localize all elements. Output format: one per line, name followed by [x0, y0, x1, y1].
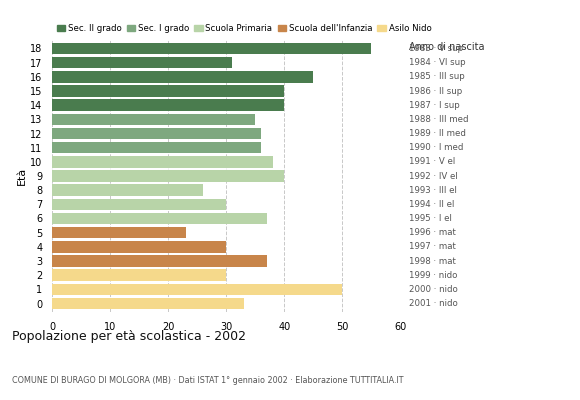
Bar: [52, 284, 342, 295]
Bar: [52, 57, 232, 68]
Text: 2001 · nido: 2001 · nido: [409, 299, 458, 308]
Bar: [52, 99, 284, 111]
Y-axis label: Età: Età: [17, 167, 27, 185]
Bar: [52, 269, 226, 281]
Text: 1997 · mat: 1997 · mat: [409, 242, 456, 251]
Bar: [52, 255, 267, 267]
Bar: [52, 170, 284, 182]
Bar: [52, 184, 203, 196]
Bar: [52, 142, 261, 154]
Text: 1991 · V el: 1991 · V el: [409, 157, 455, 166]
Text: 1998 · mat: 1998 · mat: [409, 256, 456, 266]
Bar: [52, 241, 226, 253]
Text: 1990 · I med: 1990 · I med: [409, 143, 463, 152]
Text: 1999 · nido: 1999 · nido: [409, 271, 457, 280]
Bar: [52, 128, 261, 139]
Text: 1984 · VI sup: 1984 · VI sup: [409, 58, 466, 67]
Bar: [52, 156, 273, 168]
Text: COMUNE DI BURAGO DI MOLGORA (MB) · Dati ISTAT 1° gennaio 2002 · Elaborazione TUT: COMUNE DI BURAGO DI MOLGORA (MB) · Dati …: [12, 376, 403, 385]
Bar: [52, 71, 313, 83]
Text: 2000 · nido: 2000 · nido: [409, 285, 458, 294]
Bar: [52, 198, 226, 210]
Text: 1993 · III el: 1993 · III el: [409, 186, 457, 195]
Text: Popolazione per età scolastica - 2002: Popolazione per età scolastica - 2002: [12, 330, 245, 343]
Text: 1992 · IV el: 1992 · IV el: [409, 172, 458, 180]
Text: Anno di nascita: Anno di nascita: [409, 42, 484, 52]
Text: 1989 · II med: 1989 · II med: [409, 129, 466, 138]
Legend: Sec. II grado, Sec. I grado, Scuola Primaria, Scuola dell'Infanzia, Asilo Nido: Sec. II grado, Sec. I grado, Scuola Prim…: [56, 24, 432, 33]
Text: 1996 · mat: 1996 · mat: [409, 228, 456, 237]
Bar: [52, 227, 186, 238]
Bar: [52, 43, 371, 54]
Text: 1994 · II el: 1994 · II el: [409, 200, 454, 209]
Text: 1987 · I sup: 1987 · I sup: [409, 101, 459, 110]
Text: 1988 · III med: 1988 · III med: [409, 115, 469, 124]
Bar: [52, 213, 267, 224]
Text: 1995 · I el: 1995 · I el: [409, 214, 452, 223]
Text: 1985 · III sup: 1985 · III sup: [409, 72, 465, 81]
Bar: [52, 114, 255, 125]
Text: 1986 · II sup: 1986 · II sup: [409, 86, 462, 96]
Bar: [52, 298, 244, 309]
Bar: [52, 85, 284, 97]
Text: 1983 · V sup: 1983 · V sup: [409, 44, 463, 53]
